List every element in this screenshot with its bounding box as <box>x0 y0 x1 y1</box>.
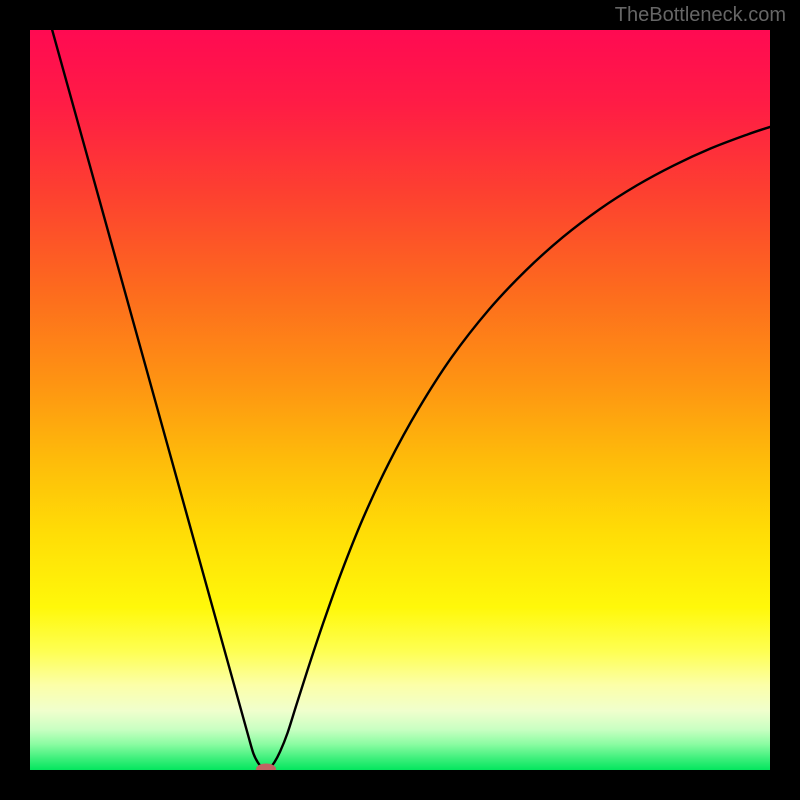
chart-background <box>30 30 770 770</box>
watermark-text: TheBottleneck.com <box>615 4 786 27</box>
bottleneck-chart <box>0 0 800 800</box>
chart-container: TheBottleneck.com <box>0 0 800 800</box>
